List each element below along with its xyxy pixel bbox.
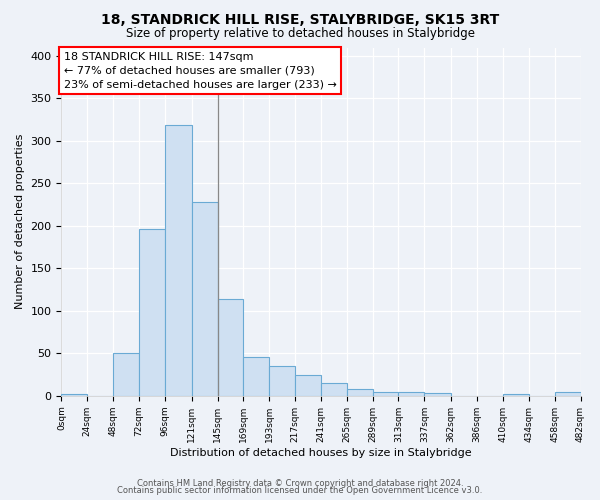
Text: Contains public sector information licensed under the Open Government Licence v3: Contains public sector information licen…: [118, 486, 482, 495]
Bar: [321, 383, 347, 396]
Bar: [503, 394, 529, 396]
Text: Size of property relative to detached houses in Stalybridge: Size of property relative to detached ho…: [125, 28, 475, 40]
Text: 18, STANDRICK HILL RISE, STALYBRIDGE, SK15 3RT: 18, STANDRICK HILL RISE, STALYBRIDGE, SK…: [101, 12, 499, 26]
Y-axis label: Number of detached properties: Number of detached properties: [15, 134, 25, 310]
Bar: [398, 392, 424, 396]
X-axis label: Distribution of detached houses by size in Stalybridge: Distribution of detached houses by size …: [170, 448, 472, 458]
Bar: [269, 366, 295, 396]
Bar: [139, 230, 165, 396]
Bar: [165, 125, 192, 396]
Bar: [244, 357, 269, 396]
Bar: [347, 389, 373, 396]
Bar: [192, 202, 218, 396]
Bar: [61, 394, 87, 396]
Bar: [113, 352, 139, 396]
Bar: [554, 392, 581, 396]
Bar: [295, 376, 321, 396]
Bar: [218, 299, 244, 396]
Bar: [424, 394, 451, 396]
Text: 18 STANDRICK HILL RISE: 147sqm
← 77% of detached houses are smaller (793)
23% of: 18 STANDRICK HILL RISE: 147sqm ← 77% of …: [64, 52, 337, 90]
Text: Contains HM Land Registry data © Crown copyright and database right 2024.: Contains HM Land Registry data © Crown c…: [137, 478, 463, 488]
Bar: [373, 392, 398, 396]
